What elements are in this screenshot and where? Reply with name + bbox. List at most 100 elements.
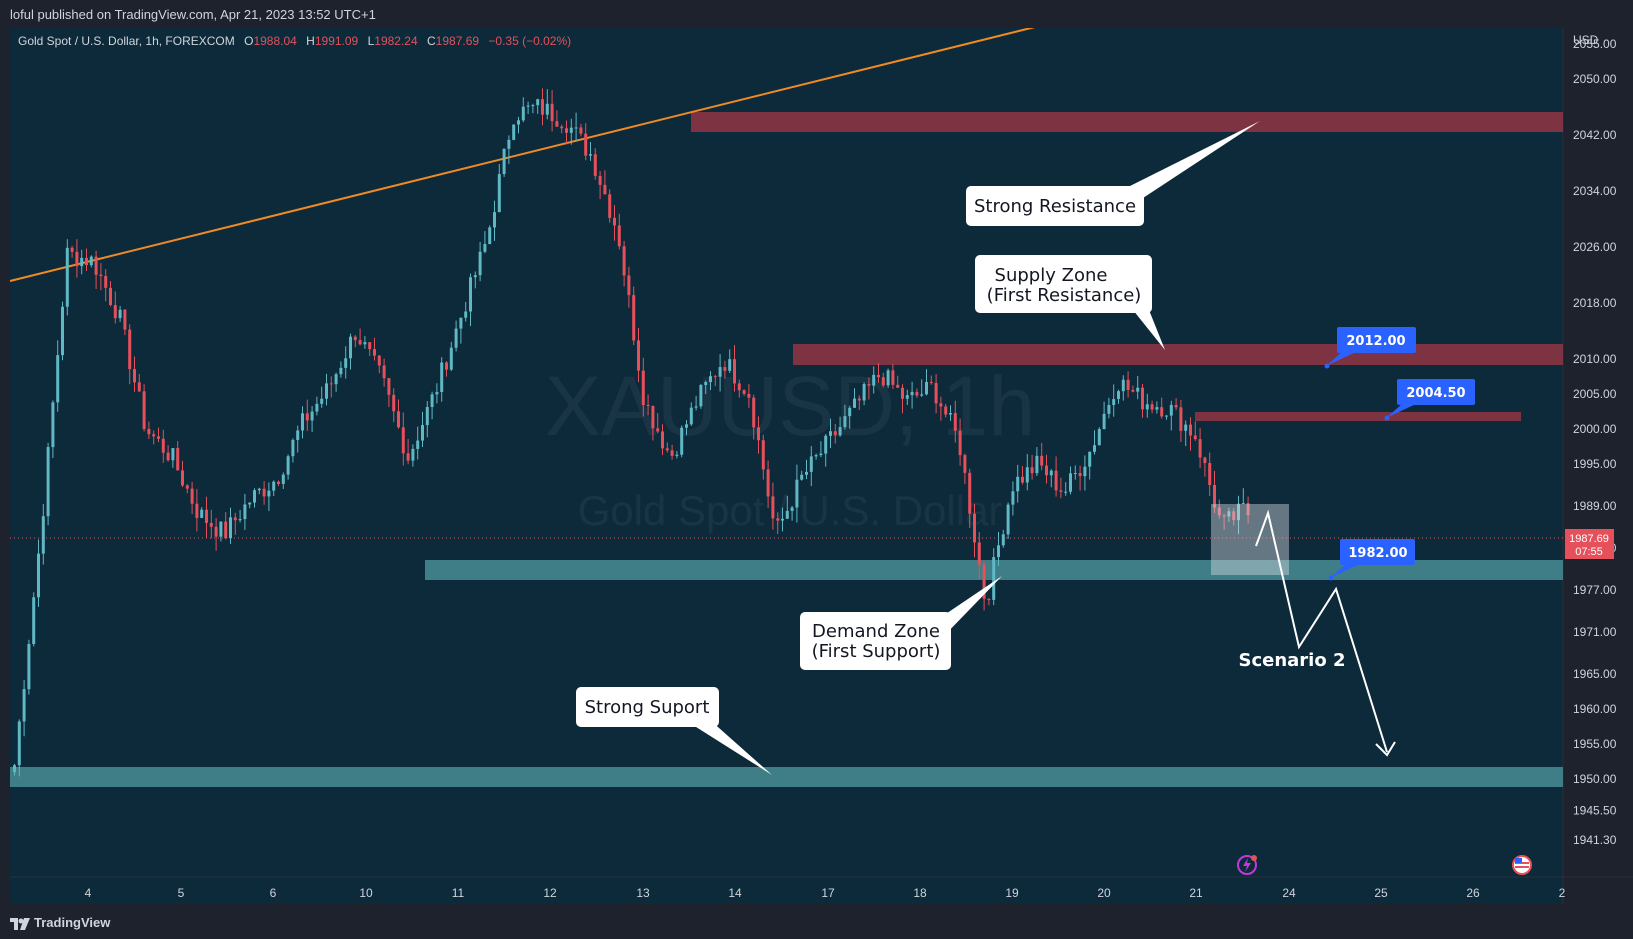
candle-body xyxy=(613,217,616,226)
plot-area[interactable] xyxy=(10,28,1563,904)
candle-body xyxy=(1059,490,1063,492)
candle-body xyxy=(891,370,895,385)
candle-body xyxy=(176,448,180,471)
price-tag-1982[interactable]: 1982.00 xyxy=(1328,539,1416,581)
tag-text: 1982.00 xyxy=(1348,546,1407,561)
candle-body xyxy=(157,436,160,439)
candle-body xyxy=(733,359,736,384)
candle-body xyxy=(46,447,50,517)
candle-body xyxy=(454,328,458,348)
callout-strong-support[interactable]: Strong Suport xyxy=(576,687,772,775)
candle-body xyxy=(1064,491,1068,493)
candle-body xyxy=(776,518,780,521)
candle-body xyxy=(910,391,914,396)
badge-countdown: 07:55 xyxy=(1575,546,1603,558)
supply-zone[interactable] xyxy=(793,344,1563,365)
candle-body xyxy=(886,370,890,386)
candle-body xyxy=(603,184,607,195)
candle-body xyxy=(685,424,688,428)
time-tick-label: 17 xyxy=(821,886,835,900)
candle-body xyxy=(315,403,319,412)
callout-pointer xyxy=(685,720,772,775)
candle-body xyxy=(1049,470,1053,476)
callout-box xyxy=(800,612,951,670)
candle-body xyxy=(713,376,717,378)
candle-body xyxy=(1045,465,1048,476)
candle-body xyxy=(747,393,751,398)
time-tick-label: 26 xyxy=(1466,886,1480,900)
candle-body xyxy=(1174,404,1178,408)
candle-body xyxy=(809,456,813,472)
candle-body xyxy=(565,128,568,133)
strong-support-zone[interactable] xyxy=(10,767,1563,787)
candle-body xyxy=(1025,467,1029,483)
candle-body xyxy=(253,490,256,503)
candle-body xyxy=(22,689,26,722)
candle-body xyxy=(205,509,208,523)
strong-resistance-zone[interactable] xyxy=(691,112,1563,132)
candle-body xyxy=(675,454,679,456)
candle-body xyxy=(449,347,453,370)
legend-close-value: 1987.69 xyxy=(436,34,480,48)
candle-body xyxy=(1160,407,1164,417)
price-tag-2012[interactable]: 2012.00 xyxy=(1324,327,1417,369)
candle-body xyxy=(819,453,823,456)
candle-body xyxy=(598,175,602,185)
price-tick-label: 2050.00 xyxy=(1573,72,1617,86)
candle-body xyxy=(838,427,842,436)
level-2004-zone[interactable] xyxy=(1195,412,1521,421)
candle-body xyxy=(368,342,372,350)
candle-body xyxy=(440,362,444,393)
candle-body xyxy=(1189,424,1192,436)
candle-body xyxy=(1021,476,1024,483)
callout-strong-resistance[interactable]: Strong Resistance xyxy=(966,121,1260,226)
callout-supply-zone[interactable]: Supply Zone (First Resistance) xyxy=(975,255,1165,350)
price-tag-2004[interactable]: 2004.50 xyxy=(1384,379,1476,421)
candle-body xyxy=(651,406,655,429)
candle-body xyxy=(877,374,880,378)
price-tick-label: 2010.00 xyxy=(1573,352,1617,366)
candle-body xyxy=(800,474,804,480)
scenario-2-label: Scenario 2 xyxy=(1238,650,1345,671)
price-tick-label: 1941.30 xyxy=(1573,833,1617,847)
candle-body xyxy=(742,390,746,394)
candle-body xyxy=(973,513,976,543)
callout-box xyxy=(966,186,1144,226)
legend-title: Gold Spot / U.S. Dollar, 1h, FOREXCOM xyxy=(18,34,235,48)
candle-body xyxy=(464,311,468,318)
candle-body xyxy=(1198,439,1202,458)
candle-body xyxy=(113,305,117,319)
candle-body xyxy=(1246,503,1250,516)
callout-demand-zone[interactable]: Demand Zone (First Support) xyxy=(800,576,1002,670)
candle-body xyxy=(248,502,252,505)
us-flag-event-icon[interactable] xyxy=(1512,855,1532,875)
candle-body xyxy=(41,516,45,554)
price-tick-label: 1955.00 xyxy=(1573,737,1617,751)
lightning-event-icon[interactable] xyxy=(1237,855,1257,875)
legend-close-label: C xyxy=(427,34,436,48)
candle-body xyxy=(785,510,789,519)
tag-box xyxy=(1340,539,1415,565)
candle-body xyxy=(224,521,228,539)
time-axis[interactable]: 4 5 6 10 11 12 13 14 17 18 19 20 21 24 25 26 2 xyxy=(85,886,1566,900)
candle-body xyxy=(353,336,357,341)
candle-body xyxy=(853,398,856,408)
candle-body xyxy=(982,564,986,599)
tradingview-logo[interactable]: TradingView xyxy=(10,915,110,930)
badge-bg xyxy=(1565,529,1614,559)
candle-body xyxy=(277,481,280,484)
candle-body xyxy=(1054,470,1058,491)
candle-body xyxy=(1184,424,1188,431)
candle-body xyxy=(728,359,732,371)
candle-body xyxy=(27,643,31,690)
candle-body xyxy=(718,367,722,377)
candle-body xyxy=(992,557,996,600)
candle-body xyxy=(1155,407,1159,410)
rising-trendline[interactable] xyxy=(9,26,1036,282)
current-range-box[interactable] xyxy=(1211,504,1289,575)
candle-body xyxy=(1179,407,1183,431)
candle-body xyxy=(771,496,775,519)
scenario-2-path[interactable] xyxy=(1255,509,1396,757)
price-axis[interactable]: 2055.00 2050.00 2042.00 2034.00 2026.00 2018.… xyxy=(1573,37,1617,847)
